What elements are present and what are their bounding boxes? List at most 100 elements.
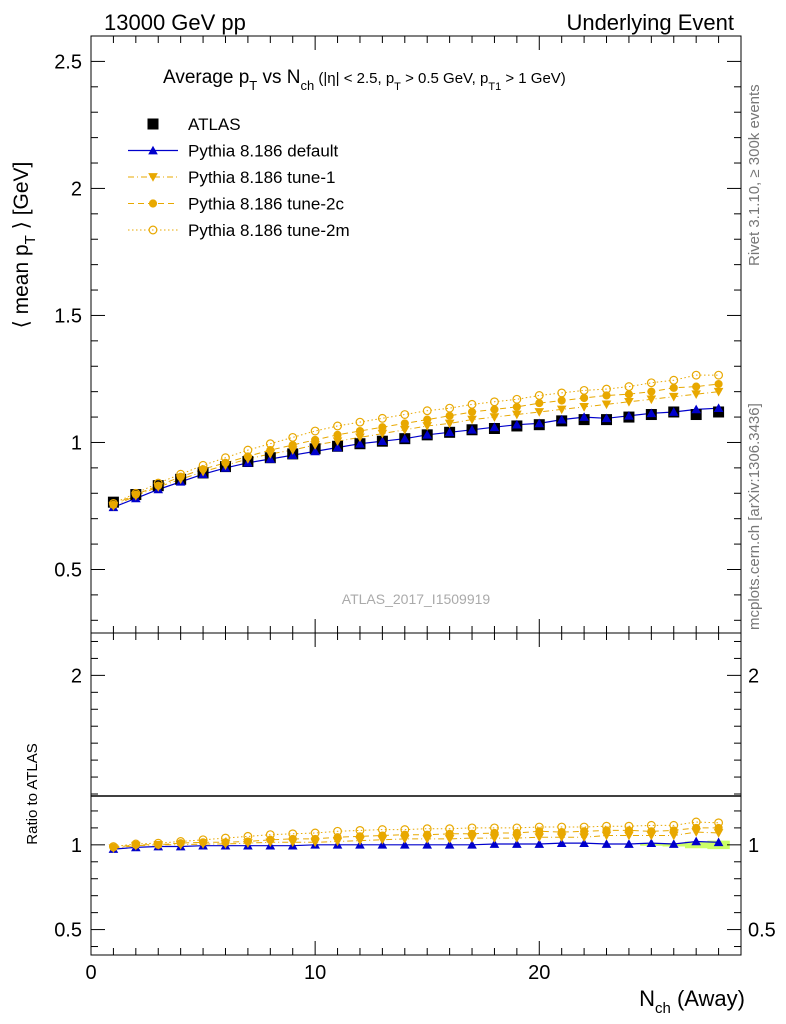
main-markers-pythia-8-186-tune-2m — [108, 370, 724, 508]
main-point-pythia-8-186-default — [422, 430, 433, 439]
main-point-pythia-8-186-tune-2m — [355, 417, 365, 427]
ratio-point-pythia-8-186-default — [556, 838, 567, 847]
ratio-point-pythia-8-186-default — [489, 839, 500, 848]
main-point-pythia-8-186-tune-1 — [422, 422, 433, 431]
main-point-pythia-8-186-tune-2m — [490, 397, 499, 407]
main-point-pythia-8-186-default — [489, 422, 500, 432]
ratio-point-pythia-8-186-default — [646, 838, 657, 847]
ratio-point-pythia-8-186-default — [601, 839, 612, 848]
ratio-point-pythia-8-186-tune-2m — [243, 831, 253, 841]
main-point-pythia-8-186-default — [355, 438, 365, 448]
legend-label: Pythia 8.186 default — [188, 142, 339, 161]
ratio-point-pythia-8-186-tune-2m — [355, 825, 365, 835]
ratio-point-pythia-8-186-tune-2m — [377, 825, 387, 835]
main-point-pythia-8-186-tune-2m — [579, 385, 589, 395]
ratio-line-pythia-8-186-tune-2c — [113, 827, 719, 848]
main-line-pythia-8-186-tune-1 — [113, 391, 719, 507]
ratio-point-pythia-8-186-tune-2m — [153, 838, 163, 848]
main-series — [107, 370, 725, 512]
ratio-point-pythia-8-186-tune-2m — [669, 820, 679, 830]
x-tick-label: 10 — [304, 962, 326, 984]
main-point-pythia-8-186-tune-1 — [691, 390, 701, 399]
main-point-pythia-8-186-tune-2m — [467, 399, 477, 409]
ratio-y-tick-label: 2 — [71, 665, 82, 687]
ratio-point-pythia-8-186-default — [467, 840, 477, 849]
main-point-pythia-8-186-default — [601, 413, 612, 423]
main-point-pythia-8-186-tune-2m — [714, 370, 724, 380]
main-point-pythia-8-186-tune-2m — [691, 370, 701, 380]
main-point-pythia-8-186-default — [668, 407, 679, 416]
ratio-point-pythia-8-186-tune-1 — [489, 834, 500, 843]
main-point-pythia-8-186-tune-2c — [423, 415, 432, 424]
ratio-point-pythia-8-186-tune-1 — [512, 834, 522, 843]
main-point-pythia-8-186-tune-1 — [489, 413, 500, 422]
ratio-point-pythia-8-186-tune-2m — [221, 833, 230, 843]
main-point-pythia-8-186-tune-2c — [557, 396, 566, 405]
main-point-pythia-8-186-default — [310, 446, 320, 456]
main-point-pythia-8-186-tune-2m — [445, 403, 455, 413]
main-point-pythia-8-186-tune-2m — [243, 445, 253, 455]
main-point-pythia-8-186-tune-2c — [624, 390, 634, 399]
ratio-band-area — [640, 840, 730, 850]
main-point-pythia-8-186-default — [444, 427, 455, 437]
ratio-line-pythia-8-186-default — [113, 840, 719, 850]
x-tick-label: 0 — [85, 962, 96, 984]
main-point-pythia-8-186-default — [534, 418, 545, 428]
ratio-line-pythia-8-186-tune-1 — [113, 831, 719, 849]
main-point-pythia-8-186-tune-2c — [333, 430, 342, 439]
main-point-pythia-8-186-tune-2m — [400, 410, 410, 419]
main-point-pythia-8-186-tune-1 — [646, 395, 657, 405]
main-point-pythia-8-186-tune-1 — [444, 419, 455, 429]
ratio-point-pythia-8-186-tune-1 — [444, 835, 455, 844]
main-point-pythia-8-186-tune-2c — [266, 446, 275, 455]
analysis-watermark: ATLAS_2017_I1509919 — [342, 591, 491, 607]
main-point-pythia-8-186-tune-2m — [176, 469, 186, 479]
main-point-pythia-8-186-tune-1 — [287, 446, 298, 455]
main-point-pythia-8-186-tune-2m — [131, 488, 141, 498]
legend-marker — [148, 145, 158, 155]
ratio-point-pythia-8-186-tune-2m — [714, 818, 724, 828]
main-line-pythia-8-186-tune-2c — [113, 383, 719, 506]
ratio-point-pythia-8-186-default — [422, 840, 433, 849]
main-point-pythia-8-186-tune-1 — [512, 410, 522, 420]
main-markers-pythia-8-186-default — [108, 403, 724, 512]
ratio-point-pythia-8-186-tune-1 — [556, 833, 567, 843]
ratio-point-pythia-8-186-tune-2m — [288, 829, 298, 839]
main-point-pythia-8-186-tune-2m — [377, 413, 387, 423]
ratio-y-tick-label: 0.5 — [54, 920, 82, 942]
main-point-pythia-8-186-tune-2m — [265, 439, 275, 449]
main-point-pythia-8-186-tune-2m — [512, 394, 522, 404]
main-point-pythia-8-186-default — [556, 414, 567, 424]
legend-item-pythia-8-186-tune-2c: Pythia 8.186 tune-2c — [128, 195, 344, 214]
header-right: Underlying Event — [566, 10, 734, 35]
main-point-pythia-8-186-tune-2m — [669, 375, 679, 385]
ratio-point-pythia-8-186-tune-1 — [601, 831, 612, 841]
ratio-point-pythia-8-186-tune-2m — [557, 822, 567, 832]
legend-item-pythia-8-186-tune-1: Pythia 8.186 tune-1 — [128, 168, 335, 187]
main-point-pythia-8-186-default — [467, 424, 477, 434]
main-point-pythia-8-186-tune-2m — [310, 426, 320, 436]
ratio-axis-ticks — [90, 633, 742, 955]
ratio-point-pythia-8-186-default — [691, 836, 701, 846]
ratio-point-pythia-8-186-tune-1 — [624, 831, 634, 841]
main-point-pythia-8-186-tune-1 — [601, 400, 612, 410]
main-point-pythia-8-186-default — [332, 442, 343, 452]
x-tick-label: 20 — [528, 962, 550, 984]
ratio-uncertainty-band — [640, 840, 730, 850]
ratio-point-pythia-8-186-tune-2m — [176, 837, 186, 846]
ratio-plot-frame — [90, 632, 742, 956]
main-point-pythia-8-186-tune-1 — [310, 441, 320, 450]
main-point-pythia-8-186-tune-2c — [647, 387, 656, 396]
ratio-point-pythia-8-186-default — [713, 837, 724, 847]
x-axis-label: Nch (Away) — [639, 986, 745, 1017]
ratio-point-pythia-8-186-tune-2m — [131, 839, 141, 849]
main-point-pythia-8-186-tune-2m — [198, 460, 208, 470]
legend: ATLAS Pythia 8.186 default Pythia 8.186 tu… — [128, 115, 350, 240]
main-y-tick-label: 0.5 — [54, 559, 82, 581]
ratio-point-pythia-8-186-tune-2m — [422, 824, 432, 834]
ratio-point-pythia-8-186-tune-1 — [579, 833, 589, 843]
ratio-point-pythia-8-186-default — [512, 839, 522, 848]
legend-marker — [148, 173, 158, 182]
main-point-pythia-8-186-tune-2c — [378, 423, 387, 432]
